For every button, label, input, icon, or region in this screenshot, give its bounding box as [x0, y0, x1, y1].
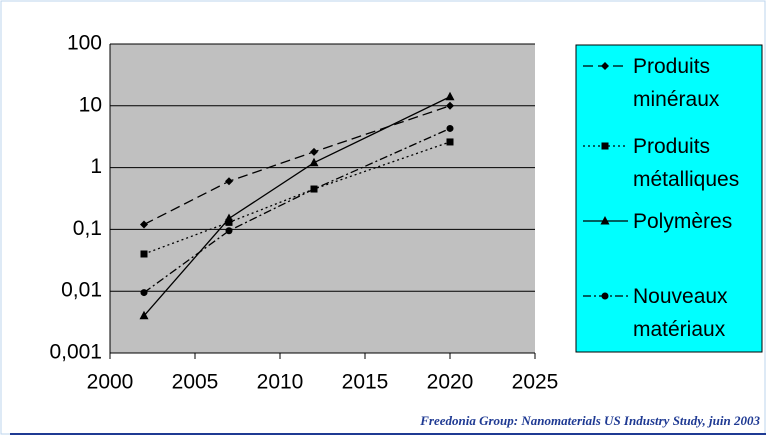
marker: [140, 289, 148, 297]
x-tick-label: 2015: [342, 371, 389, 394]
marker: [446, 124, 454, 132]
marker: [224, 213, 234, 223]
marker: [601, 62, 609, 70]
x-tick-label: 2020: [427, 371, 474, 394]
marker: [309, 157, 319, 167]
x-tick-label: 2025: [512, 371, 559, 394]
y-tick-label: 0,001: [49, 341, 102, 364]
legend-label: Produits minéraux: [633, 55, 720, 111]
y-tick-label: 1: [90, 155, 102, 178]
marker: [225, 177, 233, 186]
legend-label: Nouveaux matériaux: [633, 285, 728, 341]
marker: [601, 292, 609, 300]
marker: [225, 218, 233, 226]
legend-label: Polymères: [633, 210, 733, 233]
plot-area: [110, 44, 535, 353]
marker: [140, 250, 148, 258]
marker: [600, 216, 610, 225]
series-line: [143, 127, 451, 294]
marker: [140, 220, 148, 229]
marker: [445, 91, 455, 101]
x-tick-label: 2010: [257, 371, 304, 394]
marker: [446, 101, 454, 110]
marker: [601, 142, 609, 150]
marker: [225, 227, 233, 235]
y-tick-label: 0,1: [73, 217, 102, 240]
source: Freedonia Group: Nanomaterials US Indust…: [419, 413, 760, 428]
y-tick-label: 10: [79, 93, 102, 116]
y-tick-label: 100: [67, 32, 102, 55]
marker: [139, 310, 149, 320]
legend-box: [575, 44, 763, 353]
x-tick-label: 2005: [172, 371, 219, 394]
marker: [310, 147, 318, 156]
series-line: [143, 105, 451, 226]
marker: [446, 138, 454, 146]
series-line: [143, 96, 451, 317]
marker: [310, 185, 318, 193]
legend-label: Produits métalliques: [633, 135, 740, 191]
y-tick-label: 0,01: [61, 279, 102, 302]
series-line: [143, 141, 451, 255]
x-tick-label: 2000: [87, 371, 134, 394]
